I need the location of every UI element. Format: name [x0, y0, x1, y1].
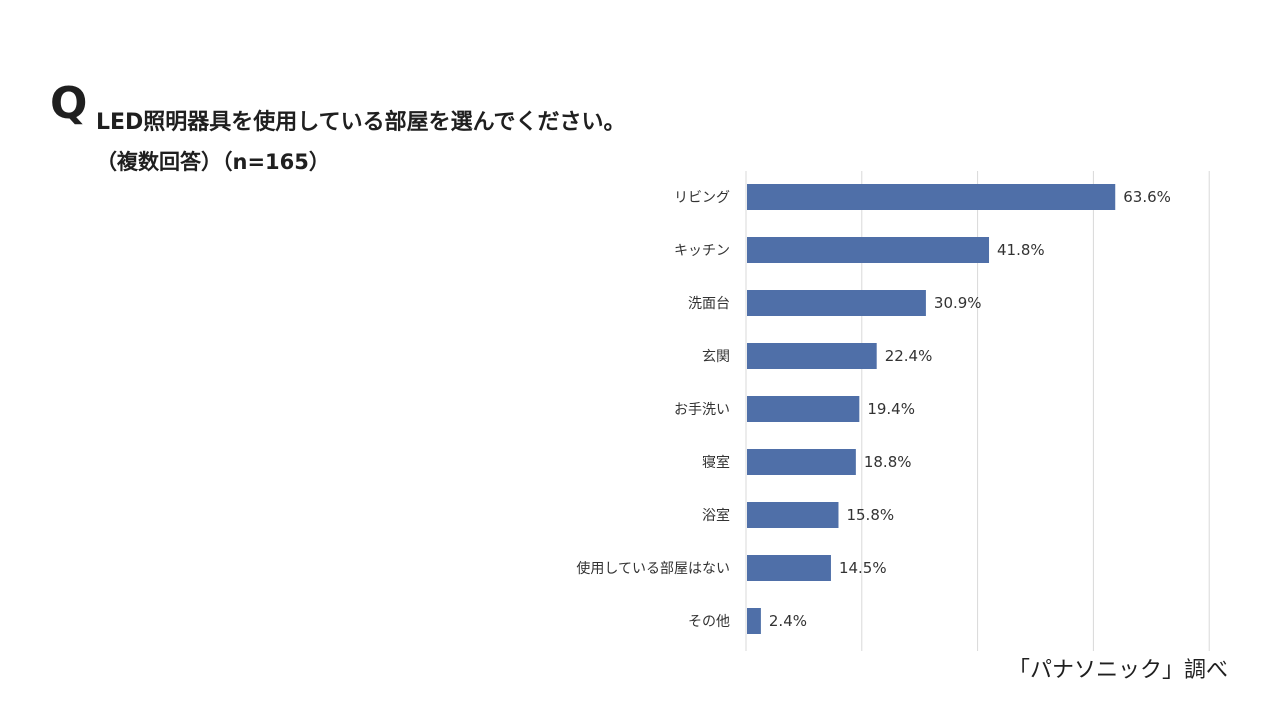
bar: [747, 343, 877, 369]
category-label: 使用している部屋はない: [576, 560, 730, 577]
category-label: リビング: [674, 190, 730, 206]
value-label: 41.8%: [997, 241, 1045, 259]
value-label: 15.8%: [846, 506, 894, 524]
category-label: お手洗い: [674, 402, 730, 418]
category-label: キッチン: [674, 243, 730, 259]
bar: [747, 184, 1116, 210]
value-label: 2.4%: [769, 612, 807, 630]
value-label: 63.6%: [1123, 188, 1171, 206]
bar: [747, 396, 860, 422]
category-label: 寝室: [702, 454, 730, 471]
category-label: 洗面台: [688, 296, 730, 312]
value-label: 22.4%: [885, 347, 933, 365]
bar: [747, 237, 990, 263]
bar: [747, 608, 761, 634]
bar: [747, 502, 839, 528]
question-subtitle: （複数回答）（n=165）: [96, 150, 330, 174]
bar: [747, 449, 856, 475]
value-label: 14.5%: [839, 559, 887, 577]
question-title: LED照明器具を使用している部屋を選んでください。: [96, 110, 626, 135]
bar: [747, 290, 926, 316]
value-label: 18.8%: [864, 453, 912, 471]
source-note: 「パナソニック」調べ: [1007, 658, 1228, 683]
value-label: 19.4%: [867, 400, 915, 418]
category-label: その他: [688, 614, 730, 630]
value-label: 30.9%: [934, 294, 982, 312]
question-mark: Q: [50, 78, 88, 129]
category-label: 玄関: [702, 348, 730, 365]
bar: [747, 555, 831, 581]
category-label: 浴室: [702, 507, 730, 524]
